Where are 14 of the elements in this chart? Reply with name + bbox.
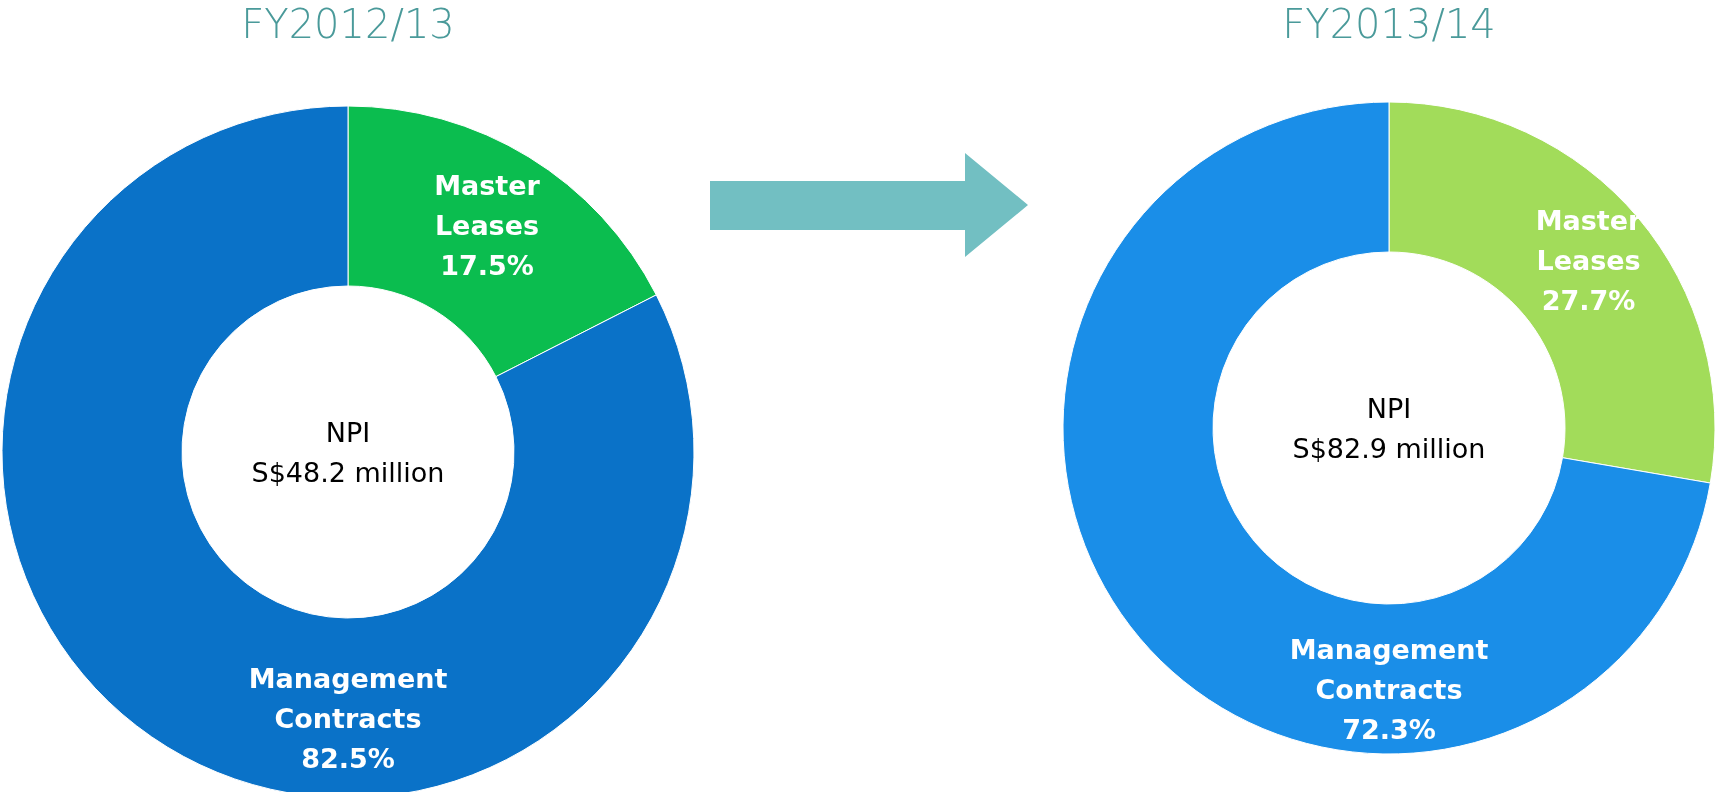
text: S$48.2 million xyxy=(251,457,445,488)
data-label: 27.7% xyxy=(1541,284,1636,316)
slice-label: Master Leases xyxy=(434,170,541,242)
data-label: 82.5% xyxy=(301,743,395,774)
text: NPI xyxy=(1366,393,1412,424)
data-label: 17.5% xyxy=(440,250,534,282)
slice-label: Management Contracts xyxy=(248,663,448,734)
text: NPI xyxy=(325,417,371,448)
chart-title: FY2012/13 xyxy=(241,1,455,47)
data-label: 72.3% xyxy=(1342,714,1436,745)
chart-title: FY2013/14 xyxy=(1282,1,1496,47)
slice-label: Master Leases xyxy=(1535,204,1643,276)
slice-label: Management Contracts xyxy=(1289,634,1489,705)
text: S$82.9 million xyxy=(1292,433,1486,464)
